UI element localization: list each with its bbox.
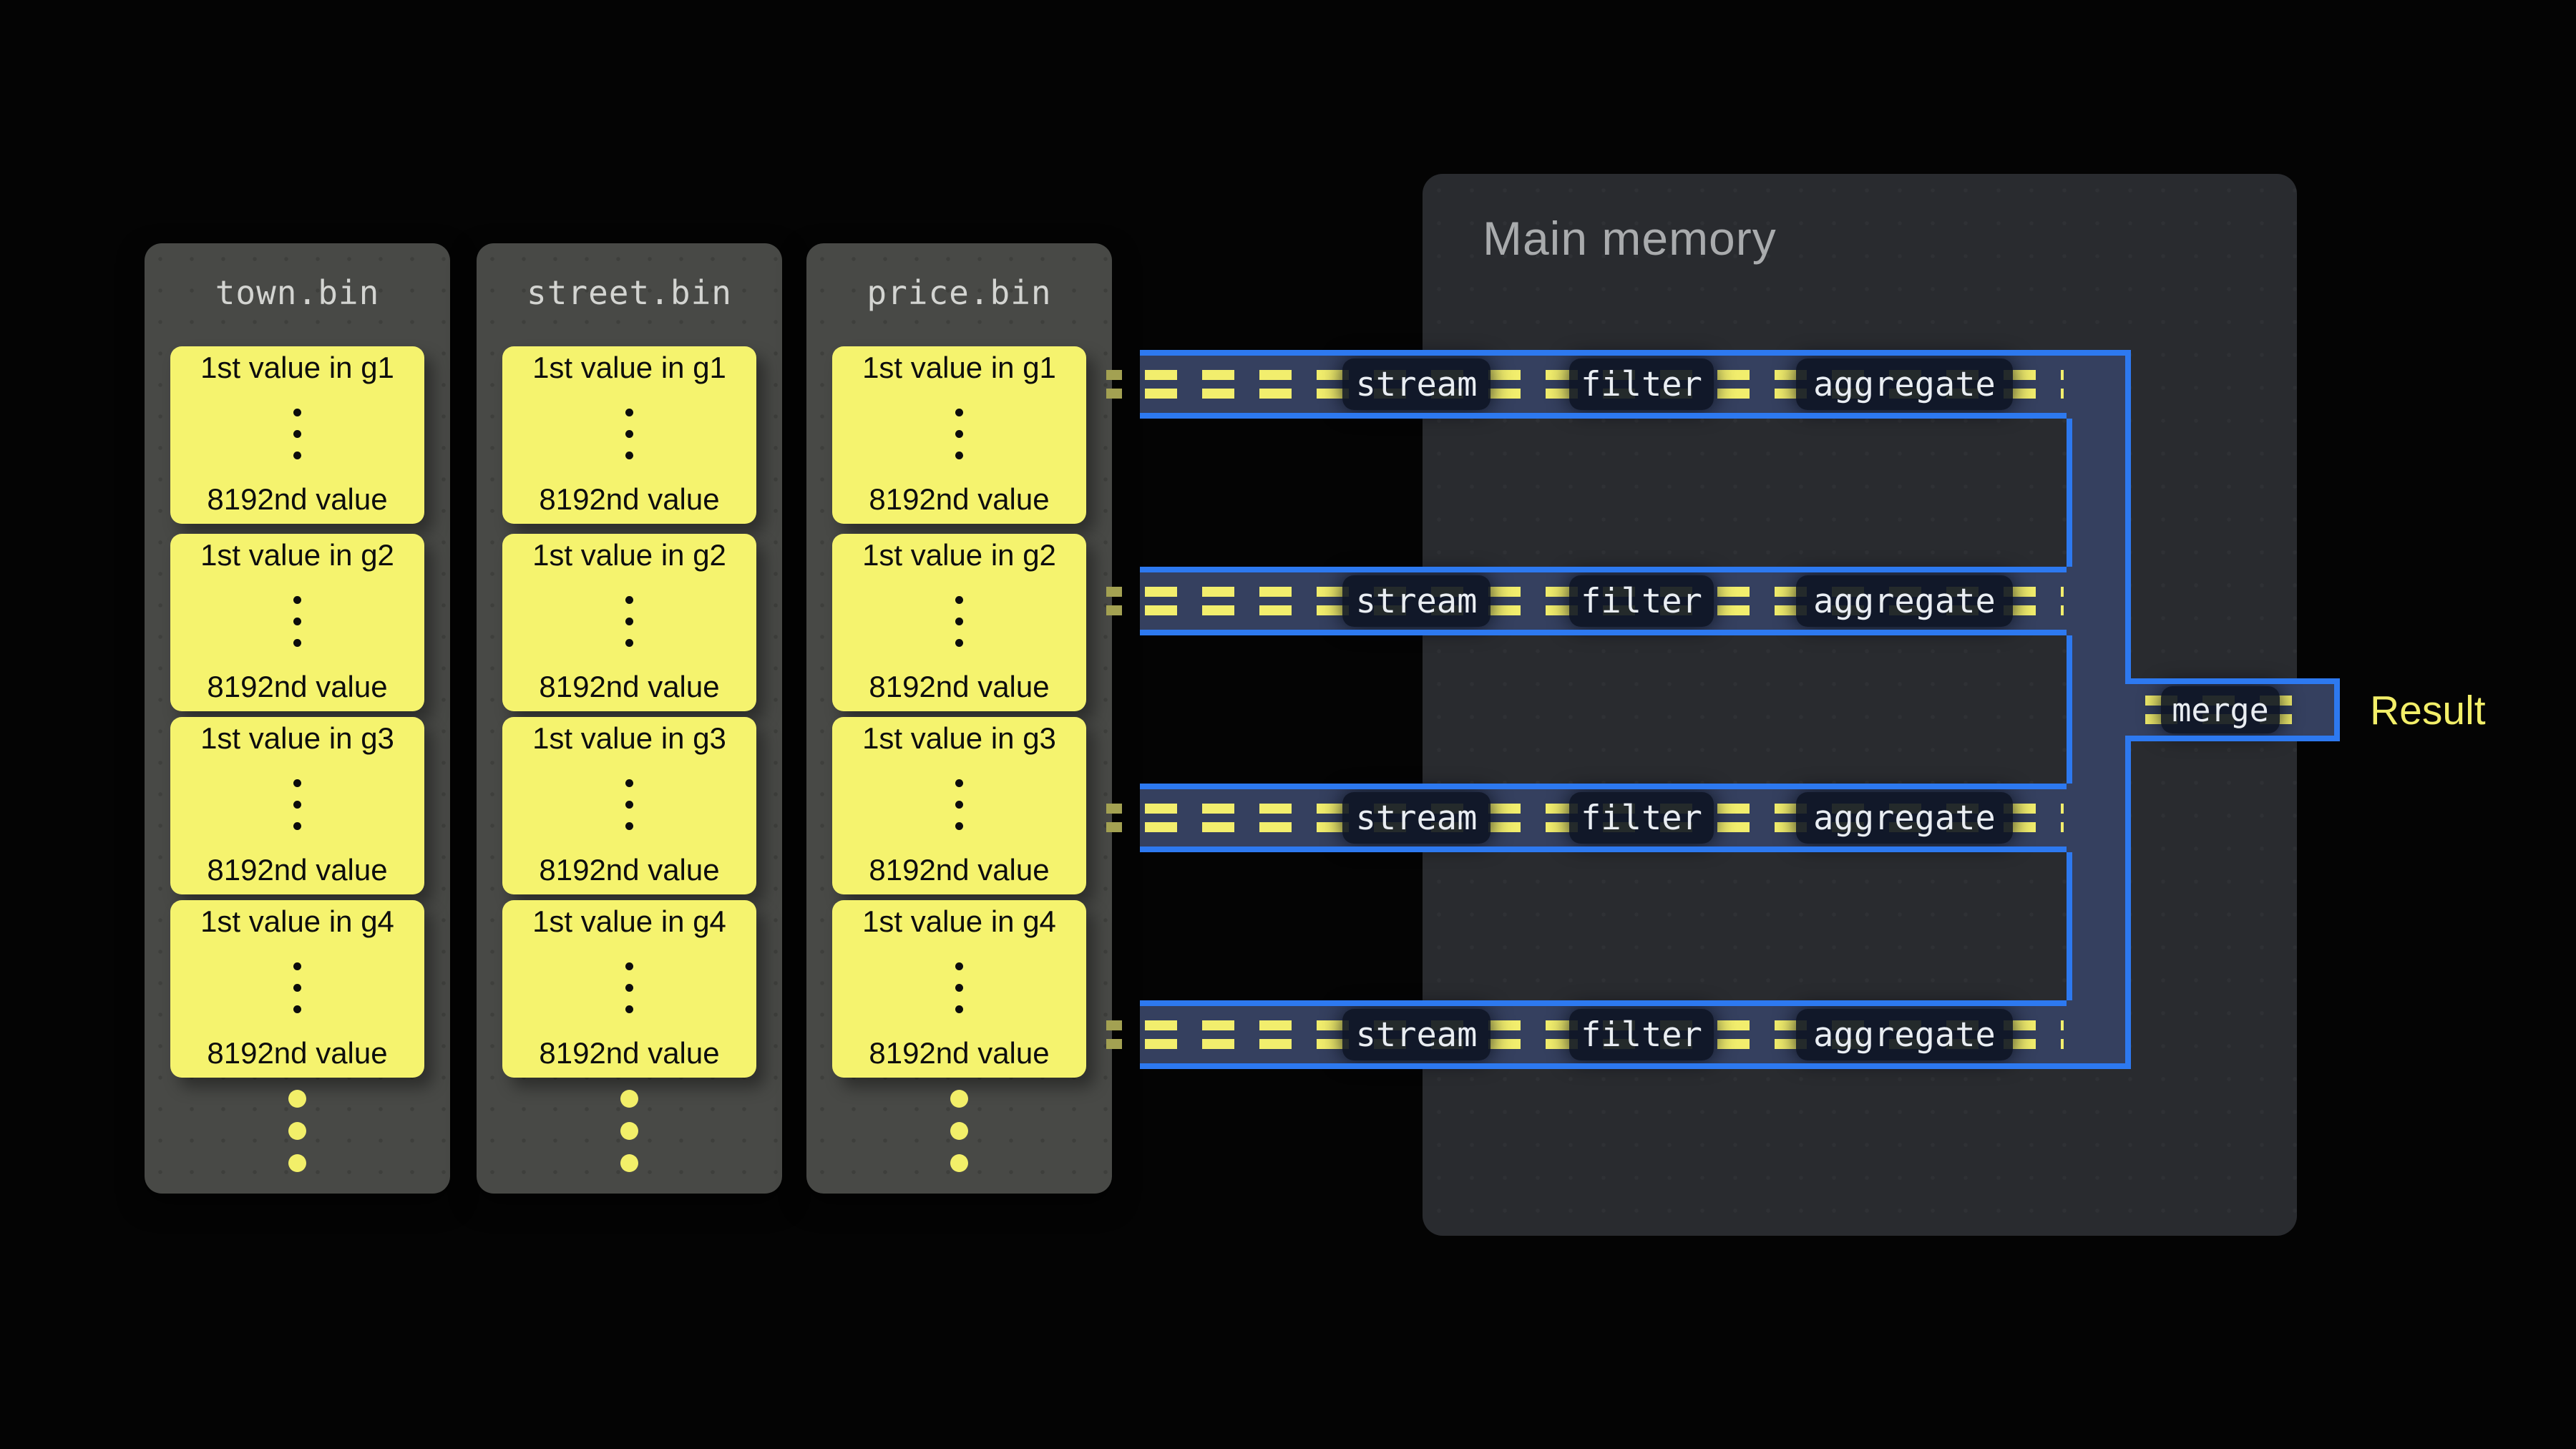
stream-box: stream: [1342, 575, 1491, 627]
aggregate-box: aggregate: [1796, 792, 2013, 844]
filter-box: filter: [1569, 575, 1714, 627]
chunk-ellipsis-dots: [625, 595, 633, 647]
chunk-last-label: 8192nd value: [539, 669, 720, 703]
granule-chunk: 1st value in g1 8192nd value: [170, 346, 424, 524]
chunk-ellipsis-dots: [955, 595, 963, 647]
filter-box: filter: [1569, 792, 1714, 844]
pipe-border-segment: [1140, 413, 2067, 419]
lane-inlet-dash: [1106, 804, 1122, 832]
granule-chunk: 1st value in g4 8192nd value: [502, 900, 756, 1078]
lane-inlet-dash: [1106, 1020, 1122, 1049]
merge-box: merge: [2161, 686, 2280, 733]
pipe-border-segment: [2067, 852, 2072, 1000]
chunk-first-label: 1st value in g3: [532, 721, 726, 755]
chunk-first-label: 1st value in g2: [862, 538, 1056, 572]
granule-chunk: 1st value in g3 8192nd value: [502, 717, 756, 894]
chunk-ellipsis-dots: [955, 408, 963, 459]
pipe-border-segment: [2125, 356, 2131, 678]
granule-chunk: 1st value in g2 8192nd value: [832, 534, 1086, 711]
pipe-border-segment: [1140, 1063, 2131, 1069]
lane-inlet-dash: [1106, 587, 1122, 615]
chunk-ellipsis-dots: [625, 962, 633, 1013]
chunk-ellipsis-dots: [955, 779, 963, 830]
chunk-last-label: 8192nd value: [869, 1035, 1050, 1070]
chunk-last-label: 8192nd value: [869, 852, 1050, 887]
chunk-last-label: 8192nd value: [539, 852, 720, 887]
chunk-last-label: 8192nd value: [207, 482, 388, 516]
granule-chunk: 1st value in g2 8192nd value: [502, 534, 756, 711]
chunk-ellipsis-dots: [293, 408, 301, 459]
granule-chunk: 1st value in g4 8192nd value: [170, 900, 424, 1078]
pipe-border-segment: [1140, 350, 2131, 356]
file-title: street.bin: [527, 273, 732, 312]
aggregate-box: aggregate: [1796, 358, 2013, 410]
file-title: price.bin: [867, 273, 1052, 312]
aggregate-box: aggregate: [1796, 1009, 2013, 1060]
lane-inlet-dash: [1106, 370, 1122, 399]
granule-chunk: 1st value in g1 8192nd value: [832, 346, 1086, 524]
chunk-last-label: 8192nd value: [869, 482, 1050, 516]
granule-chunk: 1st value in g3 8192nd value: [832, 717, 1086, 894]
pipe-border-segment: [1140, 847, 2067, 852]
chunk-first-label: 1st value in g3: [862, 721, 1056, 755]
chunk-first-label: 1st value in g2: [532, 538, 726, 572]
stream-box: stream: [1342, 1009, 1491, 1060]
column-ellipsis-dots: [477, 1090, 782, 1172]
result-label: Result: [2370, 688, 2486, 733]
chunk-ellipsis-dots: [955, 962, 963, 1013]
chunk-last-label: 8192nd value: [539, 1035, 720, 1070]
pipe-border-segment: [2334, 678, 2340, 741]
file-title: town.bin: [215, 273, 380, 312]
stream-box: stream: [1342, 358, 1491, 410]
chunk-last-label: 8192nd value: [539, 482, 720, 516]
chunk-ellipsis-dots: [293, 779, 301, 830]
pipe-border-segment: [1140, 784, 2067, 789]
chunk-first-label: 1st value in g1: [862, 351, 1056, 384]
filter-box: filter: [1569, 1009, 1714, 1060]
pipe-border-segment: [1140, 567, 2067, 572]
chunk-ellipsis-dots: [293, 595, 301, 647]
granule-chunk: 1st value in g2 8192nd value: [170, 534, 424, 711]
chunk-first-label: 1st value in g4: [862, 904, 1056, 938]
pipe-border-segment: [2067, 635, 2072, 784]
granule-chunk: 1st value in g3 8192nd value: [170, 717, 424, 894]
granule-chunk: 1st value in g4 8192nd value: [832, 900, 1086, 1078]
pipe-border-segment: [2125, 741, 2131, 1063]
chunk-first-label: 1st value in g2: [200, 538, 394, 572]
filter-box: filter: [1569, 358, 1714, 410]
chunk-last-label: 8192nd value: [207, 1035, 388, 1070]
file-column-price: price.bin 1st value in g1 8192nd value 1…: [806, 243, 1112, 1194]
chunk-first-label: 1st value in g4: [200, 904, 394, 938]
collector-lane-fill: [2067, 356, 2125, 1063]
chunk-first-label: 1st value in g1: [200, 351, 394, 384]
memory-title: Main memory: [1483, 212, 1777, 265]
pipe-border-segment: [2125, 736, 2340, 741]
pipe-border-segment: [2125, 678, 2340, 684]
chunk-ellipsis-dots: [625, 779, 633, 830]
chunk-last-label: 8192nd value: [869, 669, 1050, 703]
chunk-first-label: 1st value in g4: [532, 904, 726, 938]
column-ellipsis-dots: [145, 1090, 450, 1172]
chunk-last-label: 8192nd value: [207, 852, 388, 887]
chunk-last-label: 8192nd value: [207, 669, 388, 703]
file-column-street: street.bin 1st value in g1 8192nd value …: [477, 243, 782, 1194]
pipe-border-segment: [1140, 1000, 2067, 1006]
file-column-town: town.bin 1st value in g1 8192nd value 1s…: [145, 243, 450, 1194]
column-ellipsis-dots: [806, 1090, 1112, 1172]
chunk-first-label: 1st value in g3: [200, 721, 394, 755]
chunk-first-label: 1st value in g1: [532, 351, 726, 384]
stream-box: stream: [1342, 792, 1491, 844]
aggregate-box: aggregate: [1796, 575, 2013, 627]
pipe-border-segment: [2067, 419, 2072, 567]
chunk-ellipsis-dots: [625, 408, 633, 459]
pipe-border-segment: [1140, 630, 2067, 635]
granule-chunk: 1st value in g1 8192nd value: [502, 346, 756, 524]
chunk-ellipsis-dots: [293, 962, 301, 1013]
